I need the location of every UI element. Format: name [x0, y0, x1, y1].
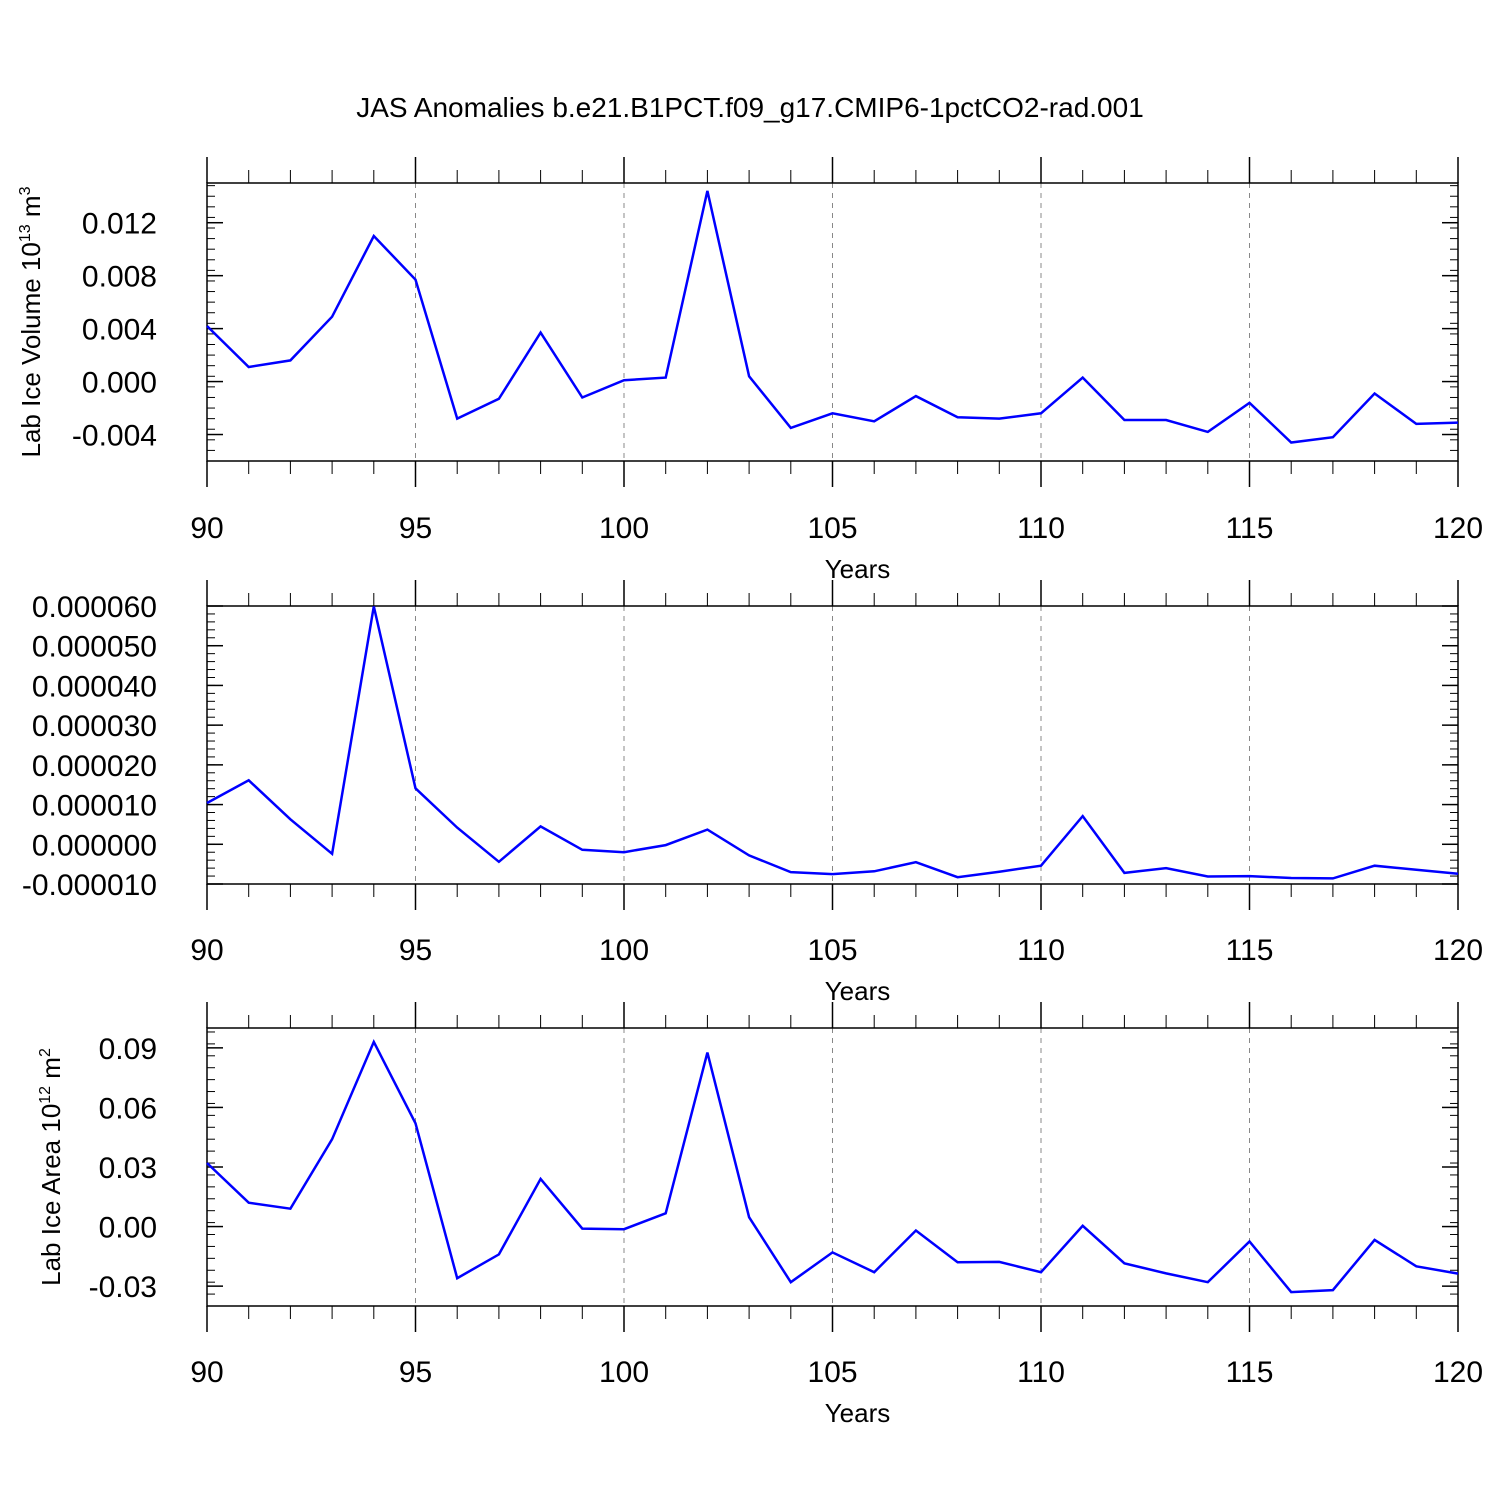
x-tick-label: 90 [190, 512, 223, 545]
x-tick-label: 120 [1433, 934, 1483, 967]
x-tick-label: 115 [1226, 934, 1274, 967]
y-tick-label: 0.008 [82, 261, 157, 294]
y-tick-label: 0.000040 [32, 670, 157, 703]
x-tick-label: 105 [807, 1356, 857, 1389]
y-tick-label: 0.000020 [32, 750, 157, 783]
y-tick-label: 0.000000 [32, 829, 157, 862]
x-tick-label: 90 [190, 1356, 223, 1389]
y-axis-title: Lab Ice Area 1012 m2 [36, 1048, 66, 1286]
panel-lab-ice-volume: 90 95 100 105 110 115 120 -0.004 0.000 0.004 0.008… [16, 157, 1483, 584]
y-tick-label: 0.00 [99, 1212, 157, 1245]
y-tick-label: -0.000010 [22, 869, 157, 902]
series-line [206, 1038, 1459, 1294]
y-axis-title: Lab Ice Volume 1013 m3 [16, 186, 46, 457]
x-tick-label: 100 [599, 512, 649, 545]
x-tick-label: 105 [807, 934, 857, 967]
y-tick-label: 0.09 [99, 1033, 157, 1066]
x-tick-label: 115 [1226, 512, 1274, 545]
x-tick-label: 120 [1433, 1356, 1483, 1389]
x-tick-label: 95 [399, 1356, 432, 1389]
y-tick-label: 0.000030 [32, 710, 157, 743]
x-tick-label: 100 [599, 934, 649, 967]
x-axis-title: Years [825, 1398, 891, 1428]
x-tick-label: 90 [190, 934, 223, 967]
x-tick-label: 95 [399, 934, 432, 967]
y-tick-label: 0.000010 [32, 790, 157, 823]
x-tick-label: 115 [1226, 1356, 1274, 1389]
x-axis-title: Years [825, 554, 891, 584]
y-tick-label: 0.012 [82, 208, 157, 241]
y-tick-label: -0.03 [89, 1271, 157, 1304]
series-line [206, 606, 1459, 880]
panel-lab-ice-area: 90 95 100 105 110 115 120 -0.03 0.00 0.03 0.06 0.09… [36, 1002, 1483, 1428]
series-line [206, 190, 1459, 444]
y-tick-label: 0.03 [99, 1152, 157, 1185]
x-tick-label: 120 [1433, 512, 1483, 545]
x-tick-label: 100 [599, 1356, 649, 1389]
y-tick-label: 0.004 [82, 314, 157, 347]
y-tick-label: 0.000 [82, 367, 157, 400]
x-tick-label: 95 [399, 512, 432, 545]
panel-middle-series: 90 95 100 105 110 115 120 -0.000010 0.000000 0.00… [22, 580, 1483, 1006]
chart-title: JAS Anomalies b.e21.B1PCT.f09_g17.CMIP6-… [356, 92, 1144, 123]
x-tick-label: 110 [1017, 934, 1065, 967]
y-tick-label: -0.004 [72, 420, 157, 453]
x-tick-label: 110 [1017, 1356, 1065, 1389]
y-tick-label: 0.000060 [32, 591, 157, 624]
y-tick-label: 0.000050 [32, 631, 157, 664]
x-tick-label: 105 [807, 512, 857, 545]
x-tick-label: 110 [1017, 512, 1065, 545]
x-axis-title: Years [825, 976, 891, 1006]
y-tick-label: 0.06 [99, 1092, 157, 1125]
